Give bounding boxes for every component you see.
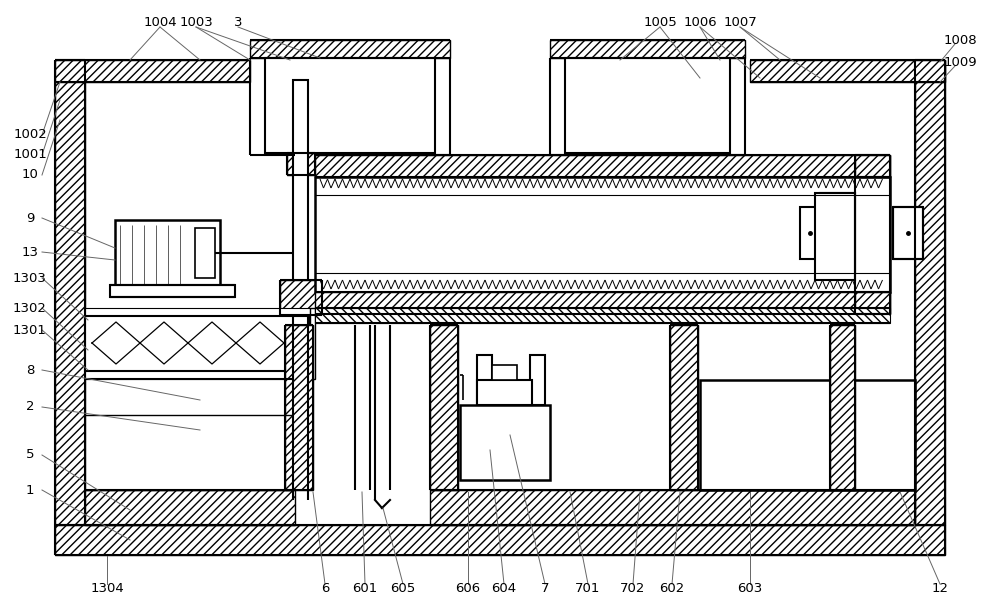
Text: 1: 1 (26, 483, 34, 496)
Text: 2: 2 (26, 400, 34, 413)
Bar (700, 380, 915, 490)
Bar (492, 365, 517, 380)
Text: 5: 5 (26, 448, 34, 461)
Text: 1002: 1002 (13, 129, 47, 141)
Bar (115, 220, 220, 285)
Bar (85, 308, 310, 316)
Text: 8: 8 (26, 363, 34, 376)
Text: 603: 603 (737, 582, 763, 595)
Bar (530, 355, 545, 405)
Bar (855, 292, 890, 314)
Bar (293, 80, 308, 325)
Text: 1301: 1301 (13, 323, 47, 336)
Bar (55, 60, 250, 82)
Text: 604: 604 (491, 582, 517, 595)
Bar (477, 355, 492, 405)
Text: 1003: 1003 (179, 17, 213, 30)
Text: 1005: 1005 (643, 17, 677, 30)
Text: 1302: 1302 (13, 301, 47, 314)
Bar (55, 60, 85, 525)
Bar (195, 228, 215, 278)
Text: 602: 602 (659, 582, 685, 595)
Bar (565, 58, 730, 153)
Text: 1007: 1007 (723, 17, 757, 30)
Bar (85, 490, 295, 525)
Bar (820, 193, 855, 273)
Bar (315, 292, 890, 314)
Bar (85, 371, 310, 379)
Text: 1009: 1009 (943, 55, 977, 68)
Text: 3: 3 (234, 17, 242, 30)
Bar (85, 316, 310, 371)
Text: 601: 601 (352, 582, 378, 595)
Text: 1006: 1006 (683, 17, 717, 30)
Bar (315, 177, 890, 292)
Text: 6: 6 (321, 582, 329, 595)
Bar (800, 207, 820, 259)
Bar (280, 280, 322, 315)
Text: 606: 606 (455, 582, 481, 595)
Bar (550, 40, 745, 58)
Bar (477, 380, 532, 405)
Bar (915, 60, 945, 525)
Bar (310, 308, 315, 379)
Text: 9: 9 (26, 212, 34, 224)
Bar (855, 155, 890, 177)
Text: 7: 7 (541, 582, 549, 595)
Text: 10: 10 (22, 169, 38, 181)
Bar (893, 207, 923, 259)
Text: 13: 13 (22, 245, 38, 258)
Bar (287, 153, 315, 175)
Bar (315, 308, 890, 323)
Bar (670, 325, 698, 490)
Bar (430, 325, 458, 490)
Text: 1303: 1303 (13, 271, 47, 285)
Text: 1004: 1004 (143, 17, 177, 30)
Text: 702: 702 (620, 582, 646, 595)
Bar (830, 325, 855, 490)
Bar (315, 155, 890, 177)
Bar (250, 40, 450, 58)
Text: 1001: 1001 (13, 148, 47, 162)
Text: 1008: 1008 (943, 33, 977, 47)
Bar (460, 405, 550, 480)
Text: 605: 605 (390, 582, 416, 595)
Text: 12: 12 (932, 582, 948, 595)
Bar (430, 490, 915, 525)
Bar (55, 525, 945, 555)
Text: 701: 701 (575, 582, 601, 595)
Bar (110, 285, 235, 297)
Bar (285, 325, 313, 490)
Text: 1304: 1304 (90, 582, 124, 595)
Bar (750, 60, 945, 82)
Bar (265, 58, 435, 153)
Bar (815, 193, 855, 280)
